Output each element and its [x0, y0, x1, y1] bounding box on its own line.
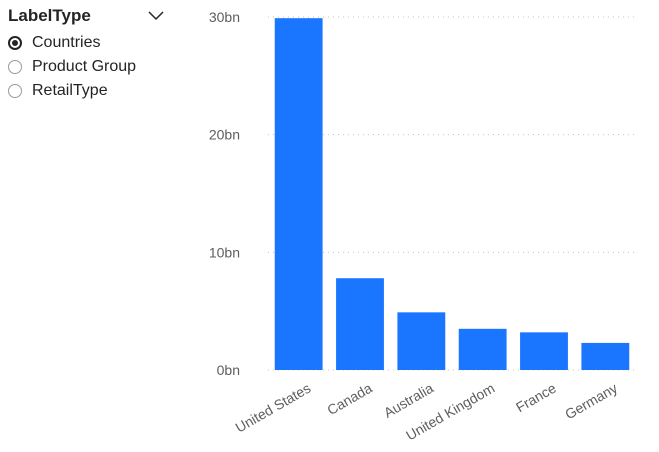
bar-germany[interactable]	[581, 342, 630, 370]
bars	[274, 18, 630, 370]
slicer-item-label: Product Group	[32, 58, 137, 75]
y-tick-label: 30bn	[209, 9, 240, 25]
y-tick-label: 10bn	[209, 244, 240, 260]
x-tick-label: United States	[233, 380, 314, 436]
bar-united-states[interactable]	[274, 18, 323, 370]
chevron-down-icon[interactable]	[146, 6, 166, 26]
bar-canada[interactable]	[336, 278, 384, 370]
x-tick-label: France	[513, 380, 559, 416]
slicer-item-label: Countries	[32, 34, 101, 51]
label-type-slicer: LabelType Countries Product Group Retail…	[8, 2, 166, 103]
radio-button[interactable]	[8, 60, 22, 74]
x-tick-label: Canada	[324, 380, 375, 418]
chevron-down-icon-graphic	[148, 11, 164, 21]
slicer-item-product-group[interactable]: Product Group	[8, 55, 166, 79]
bar-france[interactable]	[520, 332, 568, 370]
slicer-header: LabelType	[8, 2, 166, 30]
bar-australia[interactable]	[397, 312, 446, 370]
slicer-list: Countries Product Group RetailType	[8, 31, 166, 103]
y-tick-label: 0bn	[217, 362, 240, 378]
gridlines	[268, 16, 636, 371]
slicer-item-label: RetailType	[32, 82, 108, 99]
radio-button[interactable]	[8, 36, 22, 50]
slicer-item-retail-type[interactable]: RetailType	[8, 79, 166, 103]
bar-united-kingdom[interactable]	[458, 328, 507, 370]
slicer-title: LabelType	[8, 6, 91, 25]
radio-button[interactable]	[8, 84, 22, 98]
x-tick-label: Germany	[562, 380, 620, 423]
y-tick-label: 20bn	[209, 127, 240, 143]
slicer-item-countries[interactable]: Countries	[8, 31, 166, 55]
y-axis-tick-labels: 0bn 10bn 20bn 30bn	[209, 9, 240, 378]
